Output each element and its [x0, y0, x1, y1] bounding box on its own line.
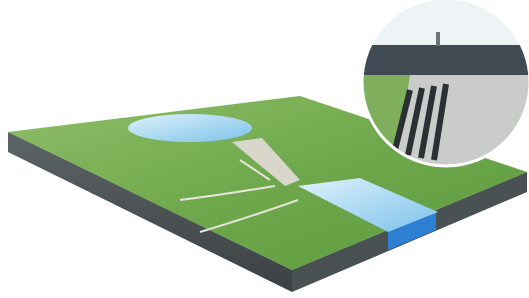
closeup-dam-top	[360, 45, 529, 75]
page	[0, 0, 529, 298]
closeup-tower	[436, 32, 440, 46]
dam-illustration	[0, 0, 529, 298]
reservoir	[128, 114, 252, 142]
